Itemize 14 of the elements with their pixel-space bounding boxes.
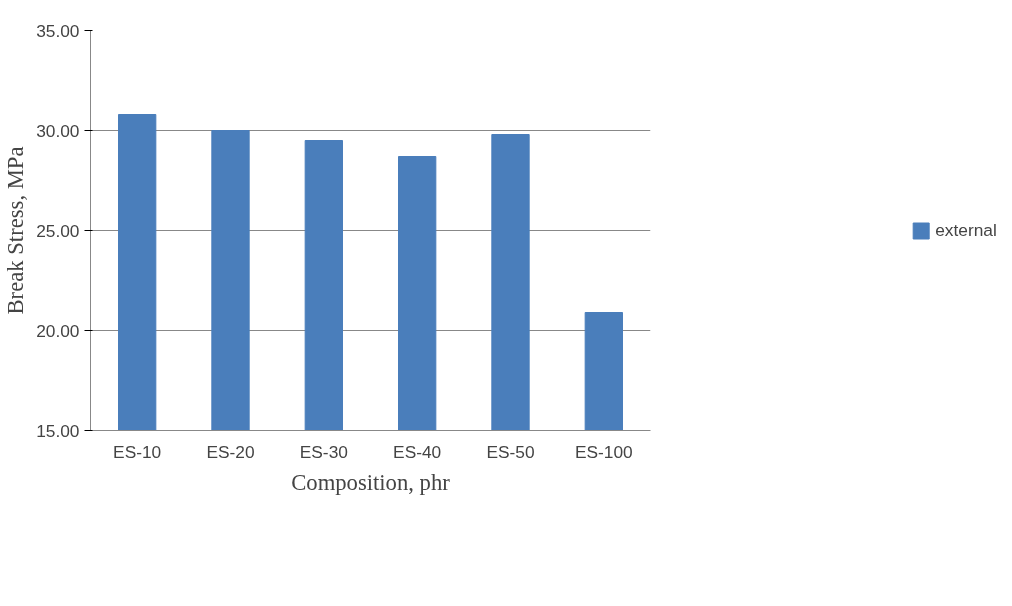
y-tick-label: 35.00	[36, 20, 80, 41]
y-axis-title: Break Stress, MPa	[3, 146, 29, 315]
y-tick-label: 30.00	[36, 120, 80, 141]
y-tick-label: 20.00	[36, 320, 80, 341]
x-tick-label: ES-30	[299, 441, 348, 462]
x-tick-label: ES-100	[574, 441, 633, 462]
y-tick-label: 15.00	[36, 420, 80, 441]
x-tick-label: ES-10	[113, 441, 162, 462]
x-tick-label: ES-40	[393, 441, 442, 462]
x-tick-label: ES-50	[486, 441, 535, 462]
y-tick-label: 25.00	[36, 220, 80, 241]
legend-label: external	[935, 219, 997, 241]
x-axis-title: Composition, phr	[291, 469, 451, 495]
x-tick-label: ES-20	[206, 441, 255, 462]
